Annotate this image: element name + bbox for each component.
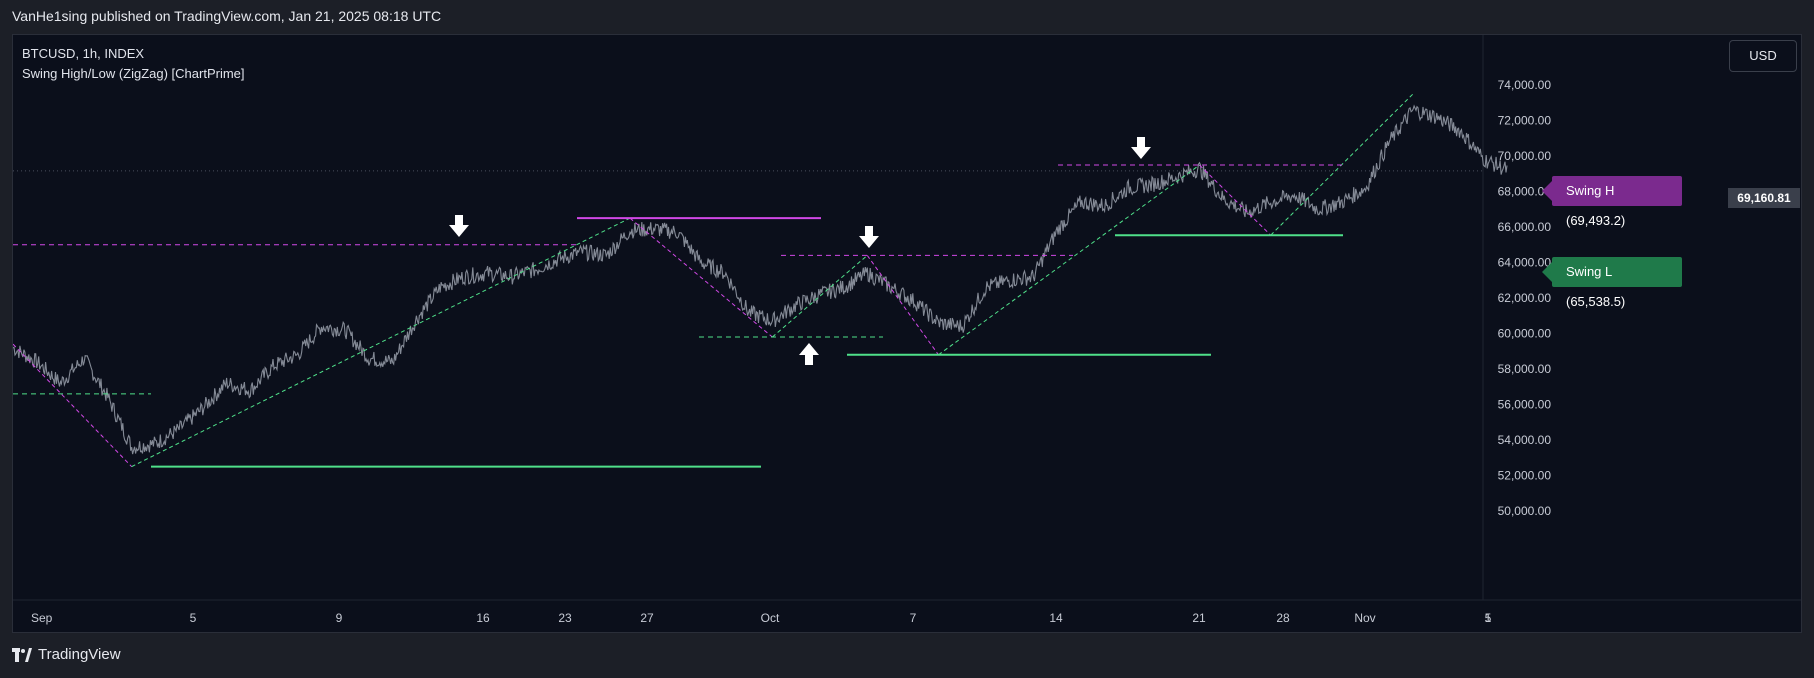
y-tick-label: 62,000.00 xyxy=(1498,291,1552,305)
y-tick-label: 60,000.00 xyxy=(1498,327,1552,341)
chart-panel[interactable]: 74,000.00 72,000.00 70,000.00 68,000.00 66,0… xyxy=(12,34,1802,633)
publisher-line: VanHe1sing published on TradingView.com,… xyxy=(12,8,442,24)
currency-button[interactable]: USD xyxy=(1729,40,1797,72)
arrow-down-icon xyxy=(449,215,469,237)
y-tick-label: 70,000.00 xyxy=(1498,149,1552,163)
x-tick-label: 9 xyxy=(336,611,343,625)
y-tick-label: 64,000.00 xyxy=(1498,256,1552,270)
zigzag-up-segment xyxy=(772,255,868,338)
x-tick-label: 21 xyxy=(1192,611,1206,625)
x-tick-label: Nov xyxy=(1354,611,1375,625)
y-tick-label: 58,000.00 xyxy=(1498,362,1552,376)
y-tick-label: 52,000.00 xyxy=(1498,469,1552,483)
brand-name: TradingView xyxy=(38,646,121,663)
y-tick-label: 50,000.00 xyxy=(1498,504,1552,518)
zigzag-down-segment xyxy=(866,255,939,356)
brand-logo[interactable]: TradingView xyxy=(12,646,121,663)
price-series-line xyxy=(13,104,1508,455)
x-tick-label: 28 xyxy=(1276,611,1290,625)
zigzag-up-segment xyxy=(938,164,1200,356)
zigzag-down-segment xyxy=(1199,164,1272,236)
zigzag-down-segment xyxy=(629,217,773,338)
x-tick-label: 5 xyxy=(1485,611,1492,625)
x-tick-label: 7 xyxy=(910,611,917,625)
y-tick-label: 56,000.00 xyxy=(1498,398,1552,412)
x-tick-label: Oct xyxy=(761,611,780,625)
tradingview-logo-icon xyxy=(12,647,32,662)
zigzag-up-segment xyxy=(131,217,631,468)
x-tick-label: 23 xyxy=(558,611,572,625)
y-tick-label: 74,000.00 xyxy=(1498,78,1552,92)
x-tick-label: 5 xyxy=(190,611,197,625)
arrow-down-icon xyxy=(859,226,879,248)
arrow-up-icon xyxy=(799,343,819,365)
symbol-info[interactable]: BTCUSD, 1h, INDEX xyxy=(22,46,145,61)
swing-high-label: Swing H (69,493.2) xyxy=(1542,176,1682,228)
swing-low-label: Swing L (65,538.5) xyxy=(1542,257,1682,309)
y-tick-label: 68,000.00 xyxy=(1498,185,1552,199)
x-tick-label: 16 xyxy=(476,611,490,625)
last-price-label: 69,160.81 xyxy=(1728,188,1800,208)
price-chart[interactable]: 74,000.00 72,000.00 70,000.00 68,000.00 66,0… xyxy=(13,35,1802,633)
x-tick-label: 14 xyxy=(1049,611,1063,625)
x-tick-label: Sep xyxy=(31,611,53,625)
arrow-down-icon xyxy=(1131,137,1151,159)
y-tick-label: 66,000.00 xyxy=(1498,220,1552,234)
x-tick-label: 27 xyxy=(640,611,654,625)
x-tick-label: 1 xyxy=(1485,611,1492,625)
zigzag-down-segment xyxy=(13,343,133,467)
indicator-name[interactable]: Swing High/Low (ZigZag) [ChartPrime] xyxy=(22,66,245,81)
y-tick-label: 54,000.00 xyxy=(1498,433,1552,447)
y-tick-label: 72,000.00 xyxy=(1498,114,1552,128)
